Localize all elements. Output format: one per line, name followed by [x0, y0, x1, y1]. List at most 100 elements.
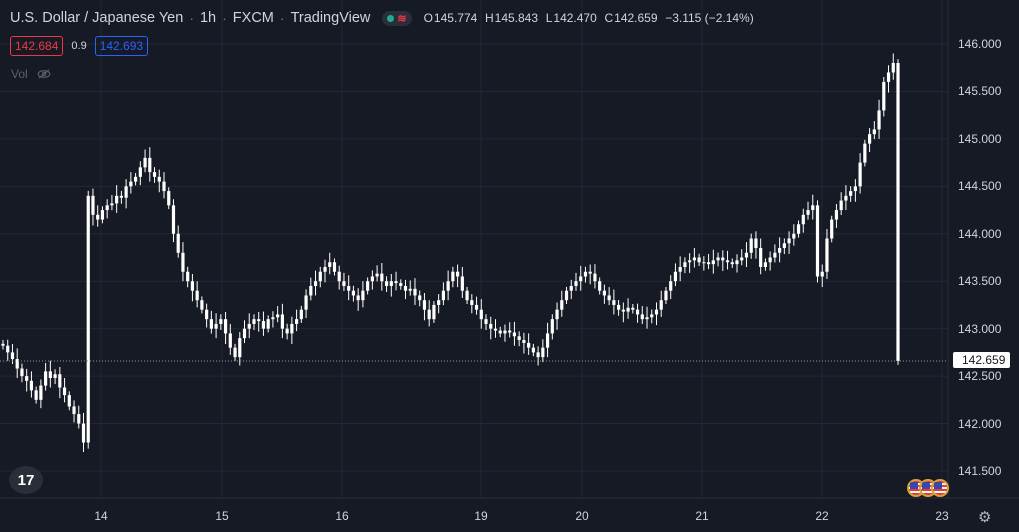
candle-body — [422, 300, 427, 310]
candle-body — [167, 191, 171, 206]
candle-body — [309, 285, 313, 296]
candle-body — [110, 203, 114, 206]
candle-body — [730, 262, 734, 265]
close-value: 142.659 — [614, 11, 658, 25]
candle-body — [806, 210, 810, 215]
price-tick-label: 145.500 — [958, 84, 1002, 99]
candle-body — [796, 224, 801, 234]
candle-body — [564, 290, 569, 301]
candle-body — [645, 317, 649, 320]
candle-body — [370, 276, 374, 282]
candle-body — [242, 328, 247, 339]
candle-body — [711, 260, 715, 265]
candle-body — [811, 205, 815, 211]
candle-body — [10, 352, 15, 360]
candle-body — [569, 285, 573, 291]
candle-body — [787, 238, 791, 244]
candle-body — [356, 295, 360, 301]
candle-body — [81, 423, 86, 443]
candle-body — [555, 309, 559, 320]
candle-body — [872, 129, 876, 135]
candle-body — [541, 347, 545, 358]
candle-body — [72, 406, 76, 415]
candle-body — [48, 371, 52, 379]
price-tick-label: 142.000 — [958, 416, 1002, 431]
candle-body — [1, 343, 5, 346]
candle-body — [517, 336, 521, 341]
buy-button[interactable]: 142.693 — [94, 36, 149, 56]
candle-body — [735, 260, 739, 265]
time-tick-label: 22 — [815, 509, 829, 523]
candle-body — [441, 290, 445, 301]
volume-indicator[interactable]: Vol — [11, 67, 52, 81]
candle-body — [545, 333, 550, 348]
candle-body — [29, 380, 34, 391]
candle-body — [67, 395, 71, 407]
candle-body — [403, 285, 408, 291]
candle-body — [162, 181, 166, 192]
candle-body — [15, 359, 19, 369]
chart-legend-header: U.S. Dollar / Japanese Yen · 1h · FXCM ·… — [10, 10, 755, 26]
candle-body — [290, 323, 294, 334]
candle-body — [394, 281, 398, 284]
price-tick-label: 142.500 — [958, 369, 1002, 384]
candle-body — [512, 332, 517, 337]
candle-body — [299, 309, 303, 320]
high-value: 145.843 — [494, 11, 539, 25]
candle-body — [247, 323, 251, 329]
candle-body — [617, 304, 621, 310]
candle-body — [294, 319, 299, 324]
price-tick-label: 143.500 — [958, 274, 1002, 289]
candle-body — [531, 347, 535, 353]
candle-body — [313, 281, 318, 286]
candle-body — [228, 333, 232, 348]
candle-body — [773, 252, 777, 258]
candle-body — [858, 162, 862, 187]
candle-body — [280, 314, 284, 329]
candle-body — [673, 271, 678, 282]
candle-body — [129, 181, 133, 187]
market-status-badge[interactable]: ≋ — [382, 10, 412, 26]
candle-body — [195, 290, 199, 301]
candle-body — [702, 262, 706, 264]
candle-body — [318, 271, 322, 282]
candle-body — [44, 371, 48, 386]
candle-body — [6, 345, 10, 353]
candle-body — [384, 281, 389, 286]
candle-body — [451, 271, 455, 282]
tradingview-logo-icon[interactable]: 17 — [9, 466, 43, 494]
source-label: TradingView — [290, 10, 371, 26]
candle-body — [678, 266, 682, 272]
interval-label[interactable]: 1h — [199, 10, 217, 26]
news-icon: ≋ — [397, 12, 407, 25]
candle-body — [223, 319, 228, 334]
volume-label: Vol — [11, 67, 28, 81]
time-tick-label: 19 — [474, 509, 488, 523]
separator-dot: · — [189, 10, 194, 26]
candle-body — [465, 290, 469, 301]
candle-body — [815, 205, 820, 277]
change-value: −3.115 (−2.14%) — [665, 11, 754, 25]
candle-body — [659, 300, 663, 310]
candle-body — [688, 260, 692, 263]
candle-body — [721, 257, 725, 261]
us-flag-icon[interactable] — [907, 479, 953, 499]
sell-button[interactable]: 142.684 — [10, 36, 64, 56]
ohlc-values: O145.774 H145.843 L142.470 C142.659 −3.1… — [423, 11, 754, 25]
candle-body — [361, 290, 365, 301]
candle-body — [115, 195, 119, 204]
candle-body — [792, 233, 796, 239]
low-value: 142.470 — [553, 11, 597, 25]
candle-body — [148, 157, 152, 173]
candle-body — [598, 281, 602, 291]
separator-dot: · — [279, 10, 285, 26]
candle-body — [498, 330, 502, 334]
time-tick-label: 23 — [935, 509, 949, 523]
candle-body — [522, 340, 526, 343]
eye-crossed-icon[interactable] — [36, 69, 52, 79]
gear-icon[interactable]: ⚙ — [978, 509, 992, 526]
candle-body — [474, 304, 479, 310]
symbol-name[interactable]: U.S. Dollar / Japanese Yen — [10, 10, 184, 26]
